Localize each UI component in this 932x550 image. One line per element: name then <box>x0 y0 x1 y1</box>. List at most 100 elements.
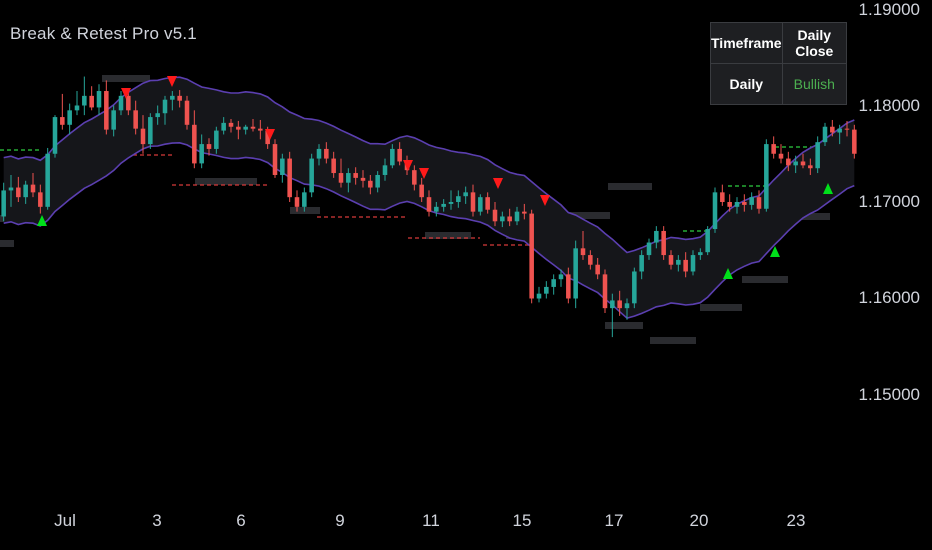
indicator-title: Break & Retest Pro v5.1 <box>10 24 197 43</box>
candle-body <box>698 252 703 256</box>
buy-signal-triangle <box>37 215 47 226</box>
candle <box>89 86 94 111</box>
candle-body <box>610 300 615 309</box>
candle <box>346 168 351 193</box>
candle-body <box>126 95 131 111</box>
candle-body <box>111 110 116 130</box>
candle <box>412 165 417 191</box>
candle <box>698 248 703 260</box>
candles <box>1 76 857 338</box>
candle-body <box>104 91 109 130</box>
sell-signal-triangle <box>403 160 413 171</box>
level-box <box>608 183 652 190</box>
x-tick-label: 3 <box>152 511 162 530</box>
candle-body <box>1 190 6 217</box>
candle <box>375 171 380 193</box>
candle-body <box>338 173 344 183</box>
candle-body <box>558 274 564 280</box>
candle-body <box>397 148 402 162</box>
candle-body <box>155 113 160 118</box>
candle <box>148 113 153 149</box>
candle <box>23 180 28 204</box>
candle <box>177 90 182 108</box>
candle-body <box>280 158 285 175</box>
candle <box>331 151 336 178</box>
candle-body <box>52 117 58 154</box>
candle <box>30 173 36 198</box>
candle <box>602 269 608 313</box>
y-tick-label: 1.19000 <box>858 0 920 19</box>
candle-body <box>595 264 600 275</box>
candle <box>38 184 43 214</box>
level-box <box>102 75 150 82</box>
candle <box>74 91 80 116</box>
candle-body <box>617 300 622 309</box>
candle-body <box>331 158 336 174</box>
candle-body <box>602 274 608 309</box>
candle-body <box>228 122 234 127</box>
candle-body <box>500 216 505 222</box>
candle-body <box>82 95 87 106</box>
candle <box>140 115 146 154</box>
candle <box>60 93 65 130</box>
candle-body <box>734 202 740 207</box>
candle <box>668 250 674 270</box>
candle <box>522 203 527 220</box>
candle <box>419 177 424 202</box>
buy-signal-triangle <box>823 183 833 194</box>
candle-body <box>170 95 175 100</box>
candle <box>236 120 241 140</box>
candle <box>514 206 520 226</box>
candle-body <box>89 95 94 108</box>
candle <box>382 158 388 181</box>
candle <box>566 267 571 304</box>
candle <box>250 119 256 132</box>
candle-body <box>441 203 446 207</box>
x-tick-label: 15 <box>512 511 532 530</box>
candle-body <box>133 110 138 129</box>
candle <box>712 187 718 233</box>
candle-body <box>243 126 248 130</box>
candle-body <box>426 197 432 212</box>
candle <box>676 255 681 272</box>
candle <box>588 250 593 270</box>
daily-close-header: Daily Close <box>781 22 848 64</box>
candle <box>624 298 630 320</box>
candle <box>96 84 102 116</box>
candle <box>441 199 446 212</box>
sell-signal-triangle <box>121 88 131 99</box>
candle-body <box>573 248 578 299</box>
candle-body <box>96 91 102 108</box>
candle <box>206 138 212 156</box>
candle-body <box>368 180 373 188</box>
candle-body <box>661 230 666 256</box>
candle-body <box>646 242 652 256</box>
candle <box>280 153 285 183</box>
candle-body <box>742 202 747 205</box>
candle <box>221 117 226 135</box>
candle-body <box>705 229 710 253</box>
candle <box>82 76 87 116</box>
candle-body <box>712 192 718 230</box>
candle-body <box>727 202 732 207</box>
candle <box>595 257 600 280</box>
candle-body <box>192 124 197 164</box>
candle-body <box>324 148 329 159</box>
candle <box>199 134 204 169</box>
candle <box>258 119 263 140</box>
candle-body <box>258 128 263 131</box>
candle <box>368 174 373 195</box>
sell-signal-triangle <box>419 168 429 179</box>
candle-body <box>815 142 820 169</box>
candle-body <box>23 184 28 198</box>
level-box <box>0 240 14 247</box>
y-tick-label: 1.16000 <box>858 288 920 307</box>
candle-body <box>177 95 182 101</box>
candle <box>434 202 439 217</box>
candle-body <box>690 255 696 272</box>
candle <box>214 126 219 154</box>
y-tick-label: 1.18000 <box>858 96 920 115</box>
candle <box>302 187 307 212</box>
